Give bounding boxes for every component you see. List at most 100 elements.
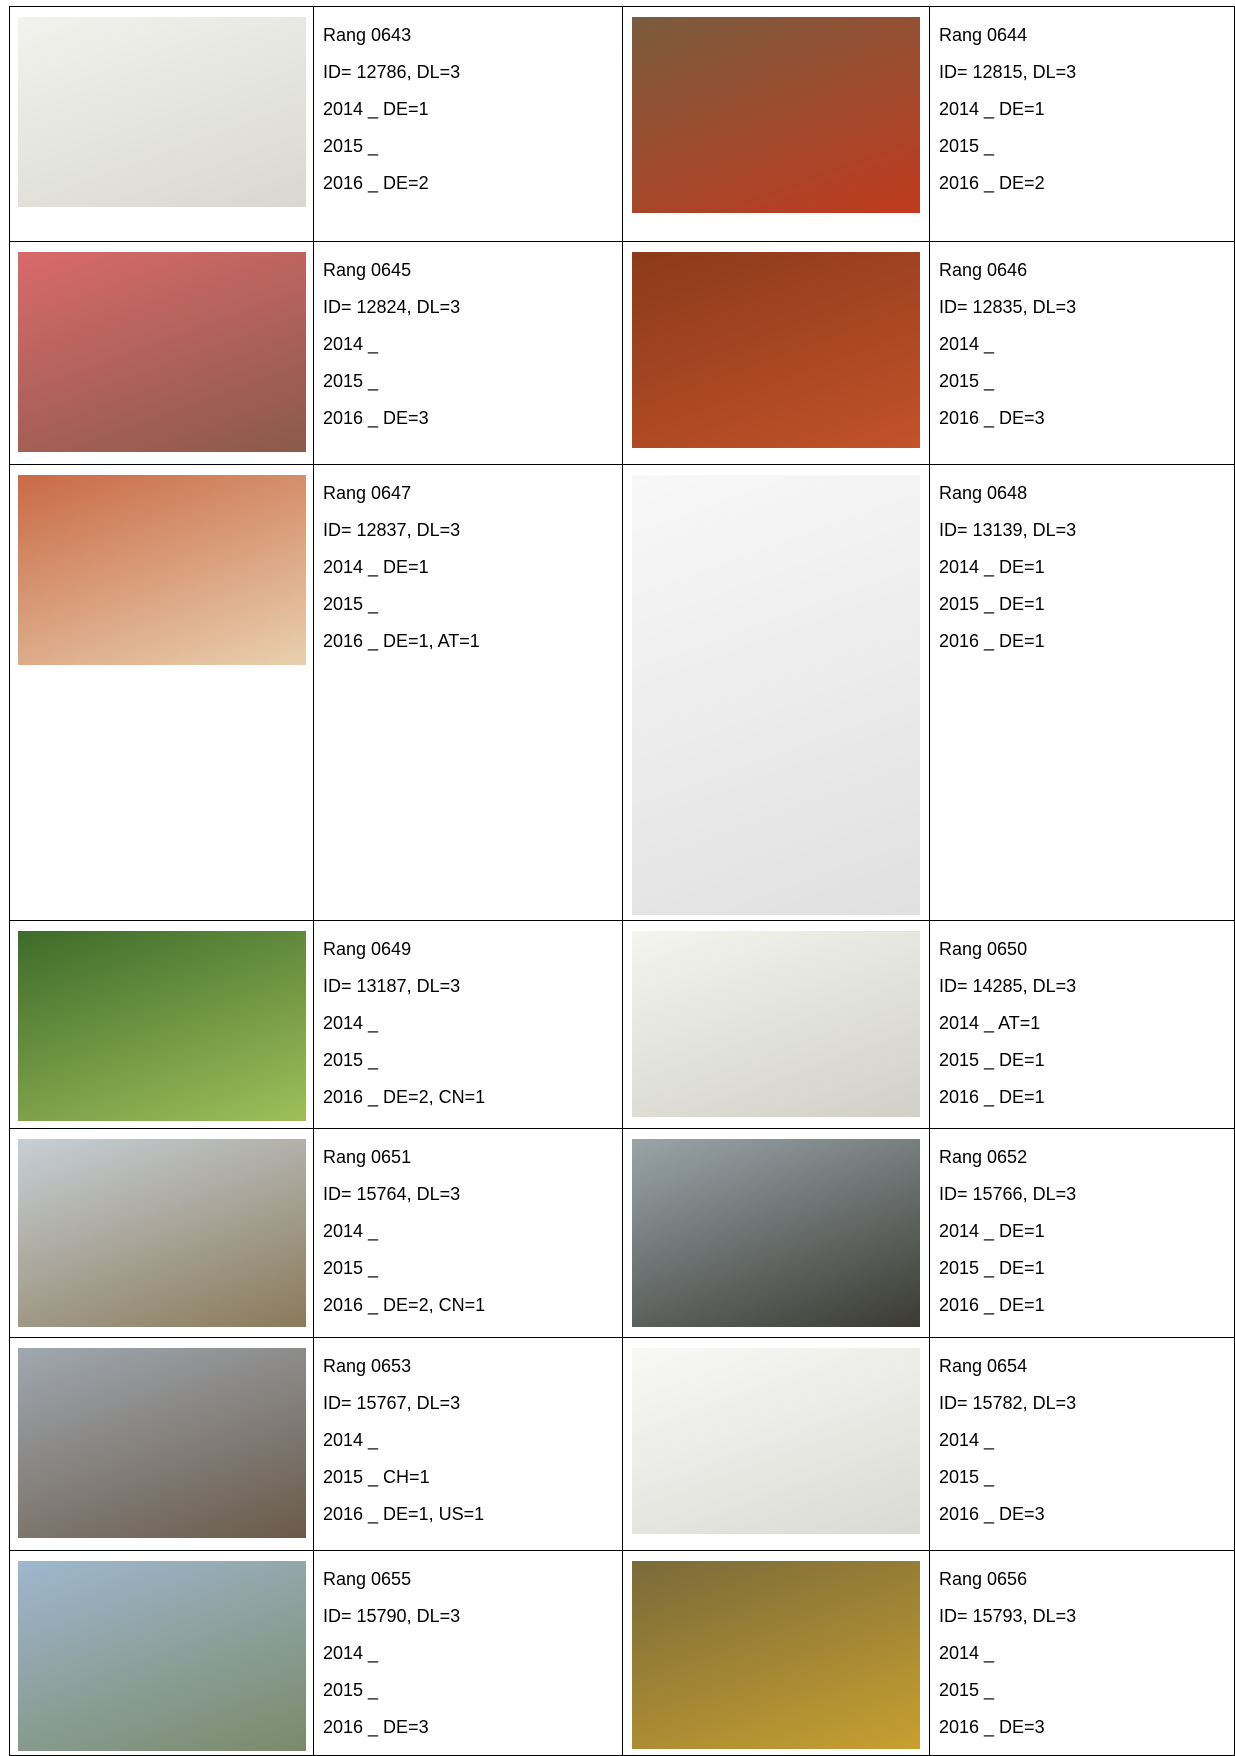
entry-line: 2015 _	[323, 1258, 379, 1278]
entry-line: 2016 _ DE=1	[939, 631, 1045, 651]
entry-line: 2015 _	[323, 1680, 379, 1700]
photo	[17, 1348, 306, 1538]
entry-line: 2014 _	[939, 1643, 995, 1663]
entry-text: Rang 0653 ID= 15767, DL=3 2014 _ 2015 _ CH=…	[314, 1338, 622, 1533]
image-cell	[622, 920, 930, 1129]
text-cell: Rang 0656 ID= 15793, DL=3 2014 _ 2015 _ 2016…	[929, 1550, 1235, 1756]
entry-line: ID= 13187, DL=3	[323, 976, 461, 996]
photo	[632, 1139, 920, 1327]
entry-line: ID= 15767, DL=3	[323, 1393, 461, 1413]
entry-line: Rang 0656	[939, 1569, 1028, 1589]
entry-line: 2015 _	[939, 1467, 995, 1487]
entry-line: Rang 0648	[939, 483, 1028, 503]
entry-line: ID= 12815, DL=3	[939, 62, 1077, 82]
photo	[17, 475, 306, 665]
image-cell	[9, 1550, 314, 1756]
image-cell	[622, 1337, 930, 1551]
entry-line: ID= 14285, DL=3	[939, 976, 1077, 996]
table-row: Rang 0651 ID= 15764, DL=3 2014 _ 2015 _ 2016…	[9, 1128, 1235, 1338]
entry-line: 2016 _ DE=2, CN=1	[323, 1087, 486, 1107]
entry-line: Rang 0643	[323, 25, 412, 45]
entry-line: 2014 _	[323, 1013, 379, 1033]
table-row: Rang 0643 ID= 12786, DL=3 2014 _ DE=1 2015 …	[9, 6, 1235, 242]
text-cell: Rang 0645 ID= 12824, DL=3 2014 _ 2015 _ 2016…	[313, 241, 623, 465]
entry-line: Rang 0645	[323, 260, 412, 280]
entry-line: 2014 _ DE=1	[939, 99, 1045, 119]
table-row: Rang 0653 ID= 15767, DL=3 2014 _ 2015 _ CH=…	[9, 1337, 1235, 1551]
text-cell: Rang 0652 ID= 15766, DL=3 2014 _ DE=1 2015 …	[929, 1128, 1235, 1338]
table-row: Rang 0655 ID= 15790, DL=3 2014 _ 2015 _ 2016…	[9, 1550, 1235, 1756]
entry-line: 2016 _ DE=3	[939, 1504, 1045, 1524]
photo	[17, 252, 306, 452]
photo	[17, 1561, 306, 1751]
entry-line: ID= 12786, DL=3	[323, 62, 461, 82]
entry-text: Rang 0643 ID= 12786, DL=3 2014 _ DE=1 2015 …	[314, 7, 622, 202]
image-cell	[9, 1128, 314, 1338]
text-cell: Rang 0653 ID= 15767, DL=3 2014 _ 2015 _ CH=…	[313, 1337, 623, 1551]
entry-line: 2015 _ DE=1	[939, 594, 1045, 614]
entry-line: Rang 0654	[939, 1356, 1028, 1376]
entry-text: Rang 0650 ID= 14285, DL=3 2014 _ AT=1 2015 …	[930, 921, 1234, 1116]
entry-text: Rang 0649 ID= 13187, DL=3 2014 _ 2015 _ 2016…	[314, 921, 622, 1116]
entry-line: 2016 _ DE=3	[939, 1717, 1045, 1737]
entry-line: 2014 _ DE=1	[939, 557, 1045, 577]
image-cell	[9, 6, 314, 242]
entry-line: 2014 _ DE=1	[939, 1221, 1045, 1241]
entry-text: Rang 0655 ID= 15790, DL=3 2014 _ 2015 _ 2016…	[314, 1551, 622, 1746]
photo	[17, 1139, 306, 1327]
text-cell: Rang 0654 ID= 15782, DL=3 2014 _ 2015 _ 2016…	[929, 1337, 1235, 1551]
entry-text: Rang 0647 ID= 12837, DL=3 2014 _ DE=1 2015 …	[314, 465, 622, 660]
text-cell: Rang 0644 ID= 12815, DL=3 2014 _ DE=1 2015 …	[929, 6, 1235, 242]
entry-line: 2016 _ DE=2	[323, 173, 429, 193]
image-cell	[9, 241, 314, 465]
image-cell	[622, 1128, 930, 1338]
text-cell: Rang 0651 ID= 15764, DL=3 2014 _ 2015 _ 2016…	[313, 1128, 623, 1338]
entry-line: 2014 _ AT=1	[939, 1013, 1041, 1033]
entry-line: Rang 0649	[323, 939, 412, 959]
entry-line: Rang 0655	[323, 1569, 412, 1589]
entry-line: Rang 0644	[939, 25, 1028, 45]
entry-line: 2014 _ DE=1	[323, 99, 429, 119]
entry-line: 2015 _	[939, 136, 995, 156]
entry-line: 2016 _ DE=2	[939, 173, 1045, 193]
photo	[632, 931, 920, 1117]
text-cell: Rang 0643 ID= 12786, DL=3 2014 _ DE=1 2015 …	[313, 6, 623, 242]
entry-line: 2014 _	[323, 334, 379, 354]
photo	[17, 931, 306, 1121]
entry-line: ID= 15790, DL=3	[323, 1606, 461, 1626]
entry-text: Rang 0652 ID= 15766, DL=3 2014 _ DE=1 2015 …	[930, 1129, 1234, 1324]
photo	[17, 17, 306, 207]
entry-text: Rang 0656 ID= 15793, DL=3 2014 _ 2015 _ 2016…	[930, 1551, 1234, 1746]
entry-line: Rang 0653	[323, 1356, 412, 1376]
entry-line: 2016 _ DE=3	[323, 408, 429, 428]
entry-line: 2016 _ DE=1	[939, 1295, 1045, 1315]
image-cell	[622, 464, 930, 921]
entry-text: Rang 0654 ID= 15782, DL=3 2014 _ 2015 _ 2016…	[930, 1338, 1234, 1533]
entry-line: 2016 _ DE=3	[323, 1717, 429, 1737]
entry-line: Rang 0651	[323, 1147, 412, 1167]
image-cell	[9, 920, 314, 1129]
entry-line: 2015 _	[939, 1680, 995, 1700]
entry-line: 2016 _ DE=1	[939, 1087, 1045, 1107]
entry-line: 2014 _	[323, 1643, 379, 1663]
entry-line: ID= 12835, DL=3	[939, 297, 1077, 317]
text-cell: Rang 0647 ID= 12837, DL=3 2014 _ DE=1 2015 …	[313, 464, 623, 921]
text-cell: Rang 0649 ID= 13187, DL=3 2014 _ 2015 _ 2016…	[313, 920, 623, 1129]
entry-text: Rang 0646 ID= 12835, DL=3 2014 _ 2015 _ 2016…	[930, 242, 1234, 437]
entry-line: 2014 _	[939, 1430, 995, 1450]
entry-line: 2015 _ CH=1	[323, 1467, 430, 1487]
entry-line: ID= 12837, DL=3	[323, 520, 461, 540]
text-cell: Rang 0648 ID= 13139, DL=3 2014 _ DE=1 2015 …	[929, 464, 1235, 921]
entry-line: 2015 _	[323, 594, 379, 614]
text-cell: Rang 0646 ID= 12835, DL=3 2014 _ 2015 _ 2016…	[929, 241, 1235, 465]
entry-line: ID= 15766, DL=3	[939, 1184, 1077, 1204]
entry-line: ID= 15793, DL=3	[939, 1606, 1077, 1626]
photo	[632, 17, 920, 213]
entry-line: Rang 0652	[939, 1147, 1028, 1167]
entry-line: Rang 0647	[323, 483, 412, 503]
entry-text: Rang 0645 ID= 12824, DL=3 2014 _ 2015 _ 2016…	[314, 242, 622, 437]
entry-line: 2015 _ DE=1	[939, 1050, 1045, 1070]
entry-line: 2016 _ DE=3	[939, 408, 1045, 428]
entry-line: 2015 _	[323, 136, 379, 156]
